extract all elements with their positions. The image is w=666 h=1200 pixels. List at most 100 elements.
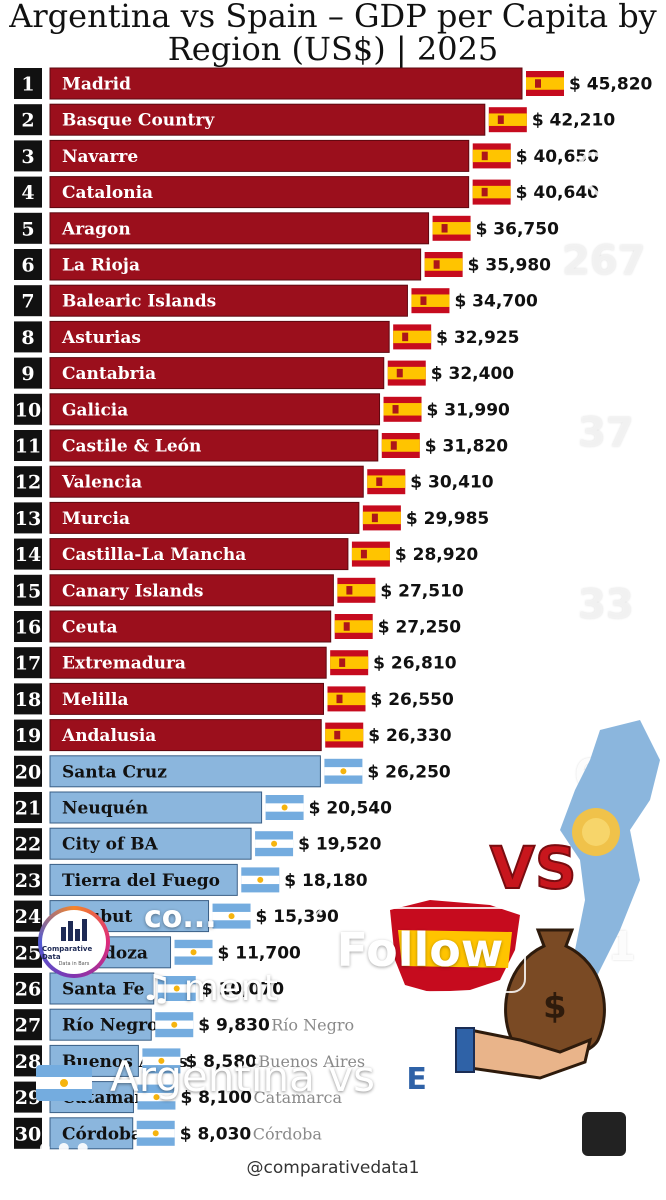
bar bbox=[49, 393, 381, 426]
bar bbox=[49, 574, 334, 607]
bar-category-label: Basque Country bbox=[62, 111, 215, 131]
bar-category-label: Catalonia bbox=[62, 183, 153, 203]
svg-text:VS: VS bbox=[490, 834, 577, 902]
rank-box bbox=[14, 864, 42, 896]
bar-category-label: Río Negro bbox=[62, 1016, 158, 1036]
bar bbox=[49, 103, 486, 136]
bar-value-label: $ 8,100 bbox=[180, 1088, 252, 1108]
watermark-handle: @comparativedata1 bbox=[246, 1158, 420, 1178]
bar-value-label: $ 10,070 bbox=[201, 980, 285, 1000]
bar bbox=[49, 284, 408, 317]
bar-value-label: $ 19,520 bbox=[298, 835, 382, 855]
bar bbox=[49, 610, 332, 643]
audio-thumbnail[interactable] bbox=[580, 1110, 628, 1158]
rank-label: 14 bbox=[15, 544, 41, 566]
svg-text:$: $ bbox=[543, 987, 567, 1027]
bar bbox=[49, 357, 385, 390]
rank-label: 29 bbox=[15, 1087, 41, 1109]
rank-label: 26 bbox=[15, 979, 41, 1001]
ghost-city-label: Río Negro bbox=[271, 1016, 354, 1035]
bar bbox=[49, 465, 364, 498]
bar bbox=[49, 429, 379, 462]
caption-more-dots[interactable]: ••• bbox=[36, 1132, 93, 1165]
bar-category-label: Tierra del Fuego bbox=[62, 871, 220, 891]
post-caption[interactable]: Argentina vs E bbox=[36, 1052, 431, 1101]
rank-box bbox=[14, 249, 42, 280]
bar bbox=[49, 972, 155, 1005]
rank-box bbox=[14, 792, 42, 823]
argentina-flag-icon bbox=[157, 976, 196, 1001]
avatar-logo: Comparative Data Data in Bars bbox=[42, 910, 106, 974]
repost-icon[interactable] bbox=[580, 500, 632, 552]
spain-flag-icon bbox=[362, 505, 401, 531]
bar bbox=[49, 538, 349, 571]
rank-label: 1 bbox=[21, 74, 34, 96]
bar-value-label: $ 11,700 bbox=[218, 943, 302, 963]
account-handle[interactable]: co... bbox=[144, 900, 217, 935]
caption-text: Argentina vs bbox=[110, 1052, 375, 1101]
rank-box bbox=[14, 828, 42, 860]
heart-icon[interactable] bbox=[578, 152, 634, 204]
rank-box bbox=[14, 611, 42, 642]
chart-title-line1: Argentina vs Spain – GDP per Capita by bbox=[9, 0, 657, 35]
rank-box bbox=[14, 212, 42, 244]
rank-label: 20 bbox=[15, 761, 41, 783]
argentina-flag-icon bbox=[212, 903, 251, 929]
spain-flag-icon bbox=[337, 577, 376, 603]
profile-avatar[interactable]: Comparative Data Data in Bars bbox=[38, 906, 110, 978]
comment-icon[interactable] bbox=[578, 328, 634, 384]
rank-label: 23 bbox=[15, 870, 41, 892]
bar bbox=[49, 646, 327, 679]
rank-label: 6 bbox=[21, 255, 34, 277]
avatar-name: Comparative Data bbox=[42, 945, 93, 961]
rank-label: 25 bbox=[15, 942, 41, 964]
bar-category-label: Aragon bbox=[61, 219, 131, 239]
rank-label: 5 bbox=[21, 218, 34, 240]
bar-value-label: $ 27,250 bbox=[378, 618, 462, 638]
rank-box bbox=[14, 936, 42, 968]
bar-value-label: $ 30,410 bbox=[410, 473, 494, 493]
bar-category-label: City of BA bbox=[62, 835, 159, 855]
argentina-flag-icon bbox=[255, 831, 294, 857]
rank-label: 17 bbox=[15, 653, 41, 675]
bar-value-label: $ 26,250 bbox=[367, 762, 451, 782]
bar bbox=[49, 682, 324, 715]
bar-value-label: $ 35,980 bbox=[468, 256, 552, 276]
bar-value-label: $ 28,920 bbox=[395, 545, 479, 565]
bar-value-label: $ 8,030 bbox=[180, 1124, 252, 1144]
follow-button[interactable]: Follow bbox=[314, 907, 526, 993]
ghost-city-label: Catamarca bbox=[253, 1088, 342, 1107]
spain-flag-icon bbox=[334, 614, 373, 639]
spain-flag-icon bbox=[393, 324, 432, 350]
bar-category-label: Castile & León bbox=[62, 437, 201, 457]
share-icon[interactable] bbox=[580, 672, 632, 724]
bar-category-label: Galicia bbox=[62, 400, 128, 420]
spain-flag-icon bbox=[383, 396, 422, 422]
likes-count: 267 bbox=[562, 238, 646, 284]
bar-category-label: Andalusia bbox=[61, 726, 156, 746]
bar bbox=[49, 139, 470, 172]
bar bbox=[49, 67, 523, 100]
bar-category-label: Santa Cruz bbox=[62, 762, 167, 782]
rank-box bbox=[14, 466, 42, 498]
argentina-flag-icon bbox=[241, 867, 280, 893]
rank-box bbox=[14, 68, 42, 99]
rank-label: 27 bbox=[15, 1015, 41, 1037]
rank-label: 13 bbox=[15, 508, 41, 530]
bar-category-label: Castilla-La Mancha bbox=[62, 545, 246, 565]
rank-box bbox=[14, 393, 42, 425]
bar-value-label: $ 31,990 bbox=[427, 400, 511, 420]
bar-value-label: $ 20,540 bbox=[309, 799, 393, 819]
comments-count: 37 bbox=[578, 410, 634, 456]
reposts-count: 33 bbox=[578, 582, 634, 628]
bar-category-label: Extremadura bbox=[62, 654, 186, 674]
spain-flag-icon bbox=[526, 71, 564, 96]
rank-label: 15 bbox=[15, 580, 41, 602]
bar-value-label: $ 32,925 bbox=[436, 328, 519, 348]
avatar-tagline: Data in Bars bbox=[58, 961, 90, 967]
audio-track[interactable]: ♫ ment bbox=[140, 968, 278, 1009]
bar-category-label: Neuquén bbox=[62, 799, 148, 819]
bar-category-label: Asturias bbox=[61, 328, 141, 348]
bar bbox=[49, 1117, 134, 1150]
rank-box bbox=[14, 176, 42, 208]
